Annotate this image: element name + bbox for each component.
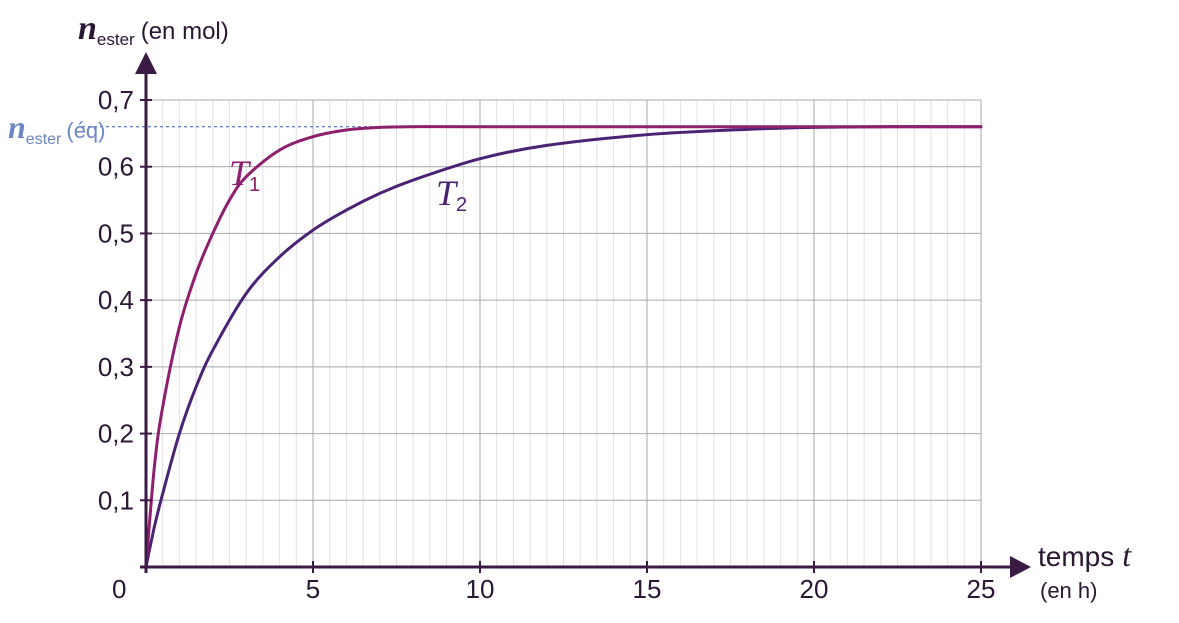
x-tick-label: 25	[967, 574, 996, 604]
series-label-t1-index: 1	[249, 174, 260, 196]
y-axis-subscript: ester	[97, 30, 135, 49]
y-tick-label: 0,3	[98, 352, 134, 382]
series-label-t1: T1	[229, 153, 260, 196]
tick-labels: 0,10,20,30,40,50,60,75 10 15 20 25	[98, 85, 996, 604]
equilibrium-label: nester (éq)	[8, 109, 106, 148]
series-label-t1-name: T	[229, 153, 252, 193]
y-axis-arrow	[135, 52, 157, 74]
x-axis-symbol: t	[1122, 537, 1132, 573]
series-label-t2: T2	[436, 173, 467, 216]
series-label-t2-name: T	[436, 173, 459, 213]
y-axis-unit: (en mol)	[141, 18, 229, 45]
x-axis-title: temps t	[1038, 537, 1132, 573]
x-axis-word: temps	[1038, 541, 1114, 572]
x-tick-label: 15	[633, 574, 662, 604]
series-line-t2	[146, 125, 983, 569]
y-tick-label: 0,5	[98, 218, 134, 248]
x-axis-arrow	[1010, 556, 1031, 578]
axes	[135, 52, 1031, 578]
x-tick-label: 10	[466, 574, 495, 604]
major-grid	[146, 99, 982, 567]
origin-label: 0	[112, 574, 126, 604]
minor-grid	[162, 100, 965, 567]
equilibrium-symbol: n	[8, 109, 26, 145]
y-axis-symbol: n	[78, 10, 97, 47]
y-axis-title: nester (en mol)	[78, 10, 229, 49]
y-tick-label: 0,2	[98, 419, 134, 449]
y-tick-label: 0,1	[98, 485, 134, 515]
series-line-t1	[146, 125, 983, 569]
x-tick-label: 5	[306, 574, 320, 604]
y-tick-label: 0,7	[98, 85, 134, 115]
equilibrium-suffix: (éq)	[66, 118, 105, 143]
x-axis-unit: (en h)	[1040, 578, 1097, 603]
x-tick-label: 20	[800, 574, 829, 604]
y-tick-label: 0,4	[98, 285, 134, 315]
equilibrium-subscript: ester	[26, 131, 62, 148]
series-label-t2-index: 2	[456, 194, 467, 216]
y-tick-label: 0,6	[98, 152, 134, 182]
series-layer	[146, 125, 983, 569]
